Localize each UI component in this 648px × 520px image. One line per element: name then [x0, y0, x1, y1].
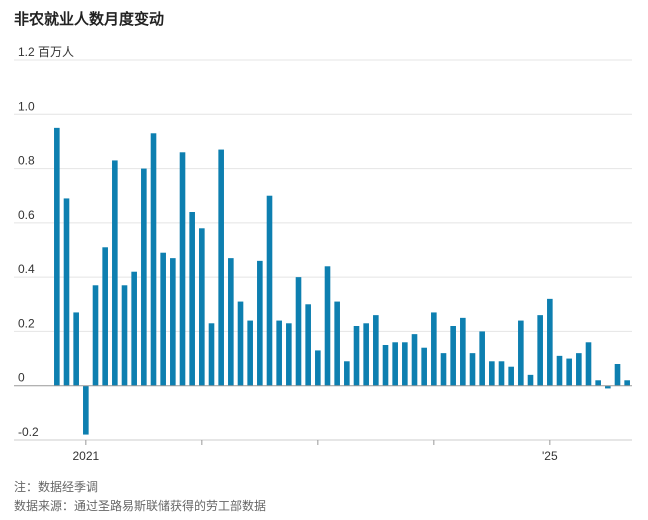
bar — [208, 323, 215, 386]
bar — [556, 355, 563, 386]
bar — [218, 149, 224, 386]
bar — [421, 347, 427, 386]
bar — [92, 285, 99, 386]
bar — [179, 152, 186, 386]
bar — [547, 298, 553, 386]
bar — [266, 195, 273, 386]
bar — [160, 252, 166, 386]
bar — [469, 353, 476, 386]
bar — [363, 323, 369, 386]
bar — [411, 334, 418, 386]
bar — [624, 380, 630, 386]
bar — [305, 304, 311, 386]
bar — [344, 361, 350, 386]
bar — [479, 331, 485, 386]
bar — [527, 374, 534, 386]
bar — [121, 285, 128, 386]
bar — [257, 260, 263, 386]
bar — [141, 168, 147, 386]
bar — [431, 312, 437, 386]
footnote: 注：数据经季调 — [14, 480, 99, 494]
bar — [585, 342, 592, 386]
bar — [131, 271, 137, 386]
bar — [150, 133, 157, 386]
bar — [508, 366, 514, 386]
bar — [228, 258, 234, 386]
bar — [102, 247, 108, 386]
bar — [276, 320, 282, 386]
bar — [170, 258, 176, 386]
chart-title: 非农就业人数月度变动 — [14, 11, 165, 28]
bars — [54, 127, 630, 435]
bar — [237, 301, 244, 386]
bar — [199, 228, 205, 386]
bar — [566, 358, 572, 386]
source-note: 数据来源：通过圣路易斯联储获得的劳工部数据 — [14, 499, 267, 513]
y-tick-label: 1.0 — [18, 99, 35, 113]
bar — [54, 127, 60, 386]
bar — [382, 345, 389, 386]
y-tick-label: -0.2 — [18, 425, 39, 439]
bar — [498, 361, 505, 386]
bar — [595, 380, 601, 386]
y-tick-label: 0.6 — [18, 208, 35, 222]
bar — [286, 323, 292, 386]
x-axis: 2021 '25 — [14, 385, 632, 463]
bar — [334, 301, 340, 386]
bar — [576, 353, 582, 386]
bar — [295, 277, 302, 386]
bar — [392, 342, 398, 386]
bar — [373, 315, 379, 386]
bar — [518, 320, 524, 386]
bar — [353, 326, 360, 386]
bar — [489, 361, 495, 386]
bar — [614, 364, 621, 386]
bar — [460, 317, 466, 386]
bar — [83, 385, 89, 435]
bar-chart: -0.2 0 0.2 0.4 0.6 0.8 1.0 1.2 百万人 2021 '25 — [14, 45, 632, 463]
bar — [63, 198, 70, 386]
y-axis-ticks: -0.2 0 0.2 0.4 0.6 0.8 1.0 1.2 百万人 — [18, 45, 74, 439]
bar — [247, 320, 253, 386]
bar — [440, 353, 447, 386]
bar — [73, 312, 79, 386]
bar — [450, 326, 456, 386]
bar — [315, 350, 321, 386]
bar — [537, 315, 543, 386]
y-tick-label: 0.4 — [18, 262, 35, 276]
y-tick-label: 0 — [18, 371, 25, 385]
bar — [189, 212, 195, 386]
bar — [112, 160, 118, 386]
bar — [402, 342, 408, 386]
y-tick-label: 1.2 百万人 — [18, 45, 74, 59]
y-axis-unit: 百万人 — [38, 45, 74, 59]
y-tick-label: 0.8 — [18, 154, 35, 168]
bar — [605, 385, 611, 389]
bar — [324, 266, 331, 386]
x-tick-label: '25 — [542, 449, 558, 463]
x-tick-label: 2021 — [72, 449, 99, 463]
y-tick-label: 0.2 — [18, 316, 35, 330]
